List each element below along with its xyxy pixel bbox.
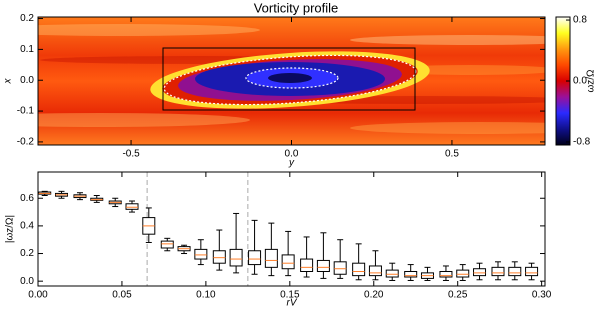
x-tick-label: 0.30: [532, 290, 552, 301]
y-tick-label: 0.6: [20, 193, 34, 204]
box: [229, 248, 243, 267]
box: [508, 266, 522, 277]
plot-frame: [37, 171, 546, 287]
x-tick-label: -0.5: [122, 149, 140, 160]
box: [316, 259, 330, 272]
x-tick-label: 0.0: [285, 149, 299, 160]
x-tick-label: 0.05: [112, 290, 132, 301]
y-axis-label: |ωz/Ω|: [5, 215, 16, 243]
box: [352, 262, 366, 277]
colorbar-tick-label: 0.0: [573, 76, 587, 87]
y-tick-label: -0.1: [17, 106, 35, 117]
box: [194, 248, 208, 260]
x-axis-label: y: [288, 158, 295, 169]
colorbar-tick-label: 0.8: [573, 15, 587, 26]
x-tick-label: 0.5: [445, 149, 459, 160]
box: [333, 261, 347, 275]
y-tick-label: 0.0: [20, 75, 34, 86]
y-tick-label: 0.2: [20, 248, 34, 259]
box: [125, 203, 139, 210]
y-tick-label: 0.2: [20, 13, 34, 24]
box: [404, 270, 418, 278]
box: [248, 250, 262, 266]
y-tick-label: 0.1: [20, 44, 34, 55]
box: [439, 270, 453, 278]
box: [456, 269, 470, 278]
x-tick-label: 0.00: [28, 290, 48, 301]
y-tick-label: 0.4: [20, 221, 34, 232]
box: [525, 266, 539, 277]
x-tick-label: 0.25: [448, 290, 468, 301]
x-tick-label: 0.15: [280, 290, 300, 301]
chart-title: Vorticity profile: [254, 0, 339, 15]
y-tick-label: -0.2: [17, 137, 35, 148]
colorbar-tick-label: -0.8: [573, 137, 591, 148]
box: [212, 250, 226, 264]
box: [473, 268, 487, 277]
box: [264, 248, 278, 268]
colorbar-label: ωz/Ω: [586, 69, 597, 93]
box: [300, 258, 314, 272]
y-axis-label: x: [3, 78, 14, 85]
vorticity-image: [38, 17, 545, 145]
x-axis-label: rV: [287, 298, 298, 309]
box: [160, 240, 174, 249]
box: [281, 254, 295, 270]
y-tick-label: 0.0: [20, 276, 34, 287]
box: [491, 266, 505, 277]
x-tick-label: 0.10: [196, 290, 216, 301]
box: [385, 269, 399, 278]
x-tick-label: 0.20: [364, 290, 384, 301]
box: [368, 265, 382, 277]
